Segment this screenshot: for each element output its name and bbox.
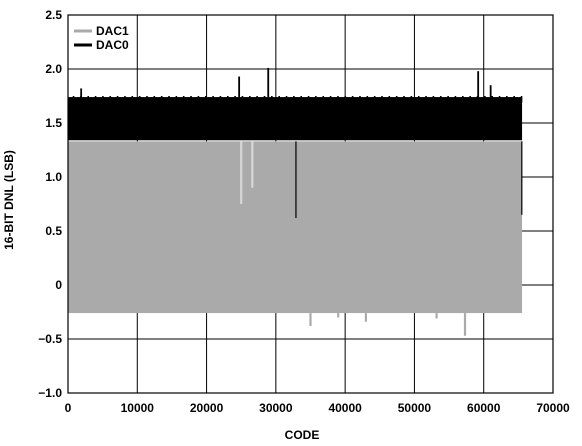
y-tick-label-0: −1.0: [38, 386, 62, 400]
plot-border: [67, 14, 554, 394]
x-tick-labels: 0 10000 20000 30000 40000 50000 60000 70000: [65, 401, 570, 415]
plot-frame: [67, 14, 554, 394]
y-tick-label-4: 1.0: [45, 170, 62, 184]
x-tick-label-3: 30000: [259, 401, 293, 415]
series-dac0-band: [68, 97, 523, 141]
y-tick-label-1: −0.5: [38, 332, 62, 346]
x-tick-label-4: 40000: [328, 401, 362, 415]
y-tick-label-7: 2.5: [45, 8, 62, 22]
y-tick-labels: −1.0 −0.5 0 0.5 1.0 1.5 2.0 2.5: [38, 8, 62, 400]
series-dac0-peaks: [72, 96, 523, 103]
x-tick-label-7: 70000: [536, 401, 570, 415]
x-tick-label-2: 20000: [190, 401, 224, 415]
x-tick-label-5: 50000: [398, 401, 432, 415]
x-tick-label-0: 0: [65, 401, 72, 415]
y-tick-label-6: 2.0: [45, 62, 62, 76]
x-tick-label-1: 10000: [121, 401, 155, 415]
legend-label-dac0: DAC0: [96, 38, 129, 52]
y-tick-label-2: 0: [55, 278, 62, 292]
y-tick-label-3: 0.5: [45, 224, 62, 238]
series-layer: [68, 67, 523, 336]
legend-label-dac1: DAC1: [96, 24, 129, 38]
x-axis-label: CODE: [285, 428, 320, 442]
x-tick-label-6: 60000: [467, 401, 501, 415]
y-tick-label-5: 1.5: [45, 116, 62, 130]
y-axis-label: 16-BIT DNL (LSB): [2, 150, 16, 250]
series-dac1-band: [68, 141, 523, 314]
